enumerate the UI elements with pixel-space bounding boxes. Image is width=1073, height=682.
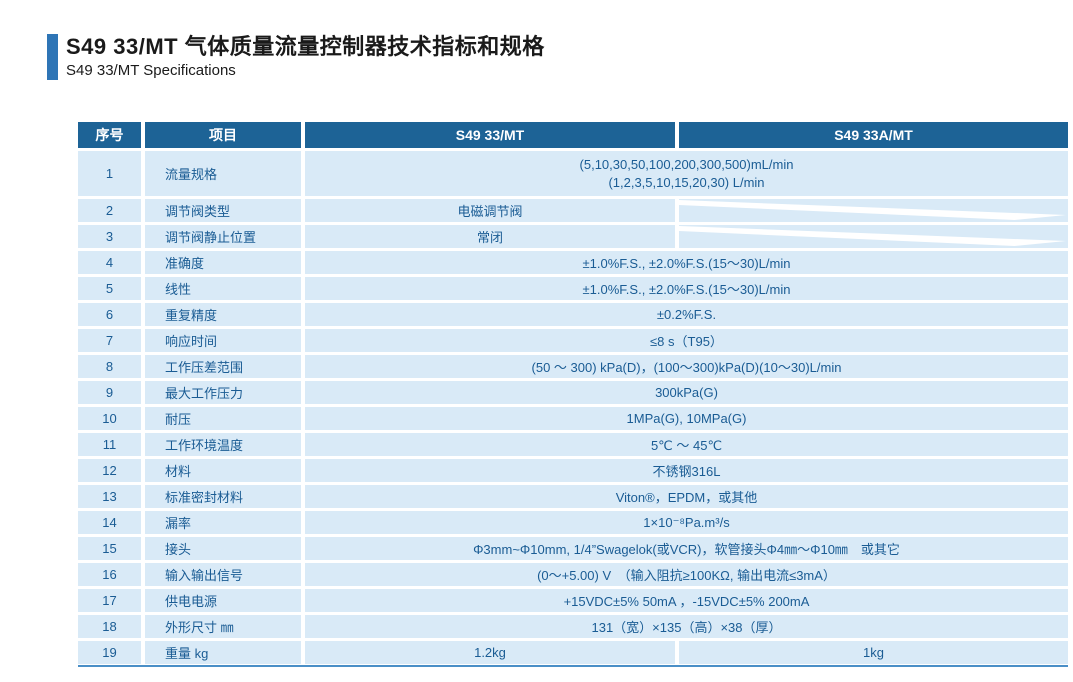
row-value: ≤8 s（T95） [305,329,1068,352]
row-value-b: 1kg [679,641,1068,664]
not-applicable-cell [679,225,1068,248]
table-row: 14 漏率 1×10⁻⁸Pa.m³/s [78,511,1068,534]
table-header-row: 序号 项目 S49 33/MT S49 33A/MT [78,122,1068,148]
row-value: (0～+5.00) V （输入阻抗≥100KΩ, 输出电流≤3mA） [305,563,1068,586]
row-number: 13 [78,485,141,508]
header-model-a: S49 33/MT [305,122,675,148]
row-number: 2 [78,199,141,222]
table-row: 6 重复精度 ±0.2%F.S. [78,303,1068,326]
row-item-label: 调节阀类型 [145,199,301,222]
row-value: 不锈钢316L [305,459,1068,482]
row-item-label: 供电电源 [145,589,301,612]
row-item-label: 重量 kg [145,641,301,664]
row-number: 10 [78,407,141,430]
row-number: 1 [78,151,141,196]
table-row: 16 输入输出信号 (0～+5.00) V （输入阻抗≥100KΩ, 输出电流≤… [78,563,1068,586]
row-item-label: 耐压 [145,407,301,430]
row-value: (50 ～ 300) kPa(D)，(100～300)kPa(D)(10～30)… [305,355,1068,378]
row-number: 16 [78,563,141,586]
row-number: 11 [78,433,141,456]
table-row: 3 调节阀静止位置 常闭 [78,225,1068,248]
table-row: 17 供电电源 +15VDC±5% 50mA ，-15VDC±5% 200mA [78,589,1068,612]
header-item: 项目 [145,122,301,148]
row-value: 1×10⁻⁸Pa.m³/s [305,511,1068,534]
table-row: 5 线性 ±1.0%F.S., ±2.0%F.S.(15～30)L/min [78,277,1068,300]
row-number: 5 [78,277,141,300]
row-item-label: 接头 [145,537,301,560]
row-item-label: 线性 [145,277,301,300]
title-block: S49 33/MT 气体质量流量控制器技术指标和规格 S49 33/MT Spe… [47,34,545,80]
row-item-label: 材料 [145,459,301,482]
header-model-b: S49 33A/MT [679,122,1068,148]
row-value: (5,10,30,50,100,200,300,500)mL/min (1,2,… [305,151,1068,196]
row-value: ±1.0%F.S., ±2.0%F.S.(15～30)L/min [305,277,1068,300]
row-number: 8 [78,355,141,378]
table-row: 12 材料 不锈钢316L [78,459,1068,482]
table-row: 10 耐压 1MPa(G), 10MPa(G) [78,407,1068,430]
row-value: 131（宽）×135（高）×38（厚） [305,615,1068,638]
row-number: 12 [78,459,141,482]
row-item-label: 调节阀静止位置 [145,225,301,248]
row-number: 6 [78,303,141,326]
row-value: 300kPa(G) [305,381,1068,404]
row-number: 9 [78,381,141,404]
row-number: 3 [78,225,141,248]
table-row: 18 外形尺寸 ㎜ 131（宽）×135（高）×38（厚） [78,615,1068,638]
row-item-label: 最大工作压力 [145,381,301,404]
na-diagonal-icon [679,200,1067,220]
row-value-a: 常闭 [305,225,675,248]
row-value-a: 1.2kg [305,641,675,664]
row-number: 19 [78,641,141,664]
row-item-label: 标准密封材料 [145,485,301,508]
row-item-label: 流量规格 [145,151,301,196]
row-value: Viton®，EPDM，或其他 [305,485,1068,508]
row-number: 18 [78,615,141,638]
row-item-label: 工作压差范围 [145,355,301,378]
row-number: 4 [78,251,141,274]
row-value: ±1.0%F.S., ±2.0%F.S.(15～30)L/min [305,251,1068,274]
row-value-a: 电磁调节阀 [305,199,675,222]
table-row: 11 工作环境温度 5℃ ～ 45℃ [78,433,1068,456]
page-title: S49 33/MT 气体质量流量控制器技术指标和规格 [66,34,545,59]
row-value: +15VDC±5% 50mA ，-15VDC±5% 200mA [305,589,1068,612]
row-item-label: 响应时间 [145,329,301,352]
header-no: 序号 [78,122,141,148]
page-subtitle: S49 33/MT Specifications [66,62,236,79]
row-number: 15 [78,537,141,560]
row-value: ±0.2%F.S. [305,303,1068,326]
table-row: 9 最大工作压力 300kPa(G) [78,381,1068,404]
table-row: 8 工作压差范围 (50 ～ 300) kPa(D)，(100～300)kPa(… [78,355,1068,378]
row-number: 7 [78,329,141,352]
table-bottom-rule [78,665,1068,667]
row-item-label: 输入输出信号 [145,563,301,586]
row-value: 5℃ ～ 45℃ [305,433,1068,456]
row-value: Φ3mm~Φ10mm, 1/4”Swagelok(或VCR)，软管接头Φ4㎜～Φ… [305,537,1068,560]
row-item-label: 漏率 [145,511,301,534]
row-value: 1MPa(G), 10MPa(G) [305,407,1068,430]
table-row: 2 调节阀类型 电磁调节阀 [78,199,1068,222]
spec-table: 序号 项目 S49 33/MT S49 33A/MT 1 流量规格 (5,10,… [78,122,1068,664]
row-value-line1: (5,10,30,50,100,200,300,500)mL/min [579,156,794,172]
row-item-label: 重复精度 [145,303,301,326]
table-row: 13 标准密封材料 Viton®，EPDM，或其他 [78,485,1068,508]
row-value-line2: (1,2,3,5,10,15,20,30) L/min [608,174,765,190]
row-item-label: 外形尺寸 ㎜ [145,615,301,638]
row-item-label: 准确度 [145,251,301,274]
table-row: 7 响应时间 ≤8 s（T95） [78,329,1068,352]
row-item-label: 工作环境温度 [145,433,301,456]
table-row: 19 重量 kg 1.2kg 1kg [78,641,1068,664]
not-applicable-cell [679,199,1068,222]
row-number: 17 [78,589,141,612]
table-row: 1 流量规格 (5,10,30,50,100,200,300,500)mL/mi… [78,151,1068,196]
na-diagonal-icon [679,226,1067,246]
row-number: 14 [78,511,141,534]
title-accent-bar [47,34,58,80]
table-row: 4 准确度 ±1.0%F.S., ±2.0%F.S.(15～30)L/min [78,251,1068,274]
table-row: 15 接头 Φ3mm~Φ10mm, 1/4”Swagelok(或VCR)，软管接… [78,537,1068,560]
